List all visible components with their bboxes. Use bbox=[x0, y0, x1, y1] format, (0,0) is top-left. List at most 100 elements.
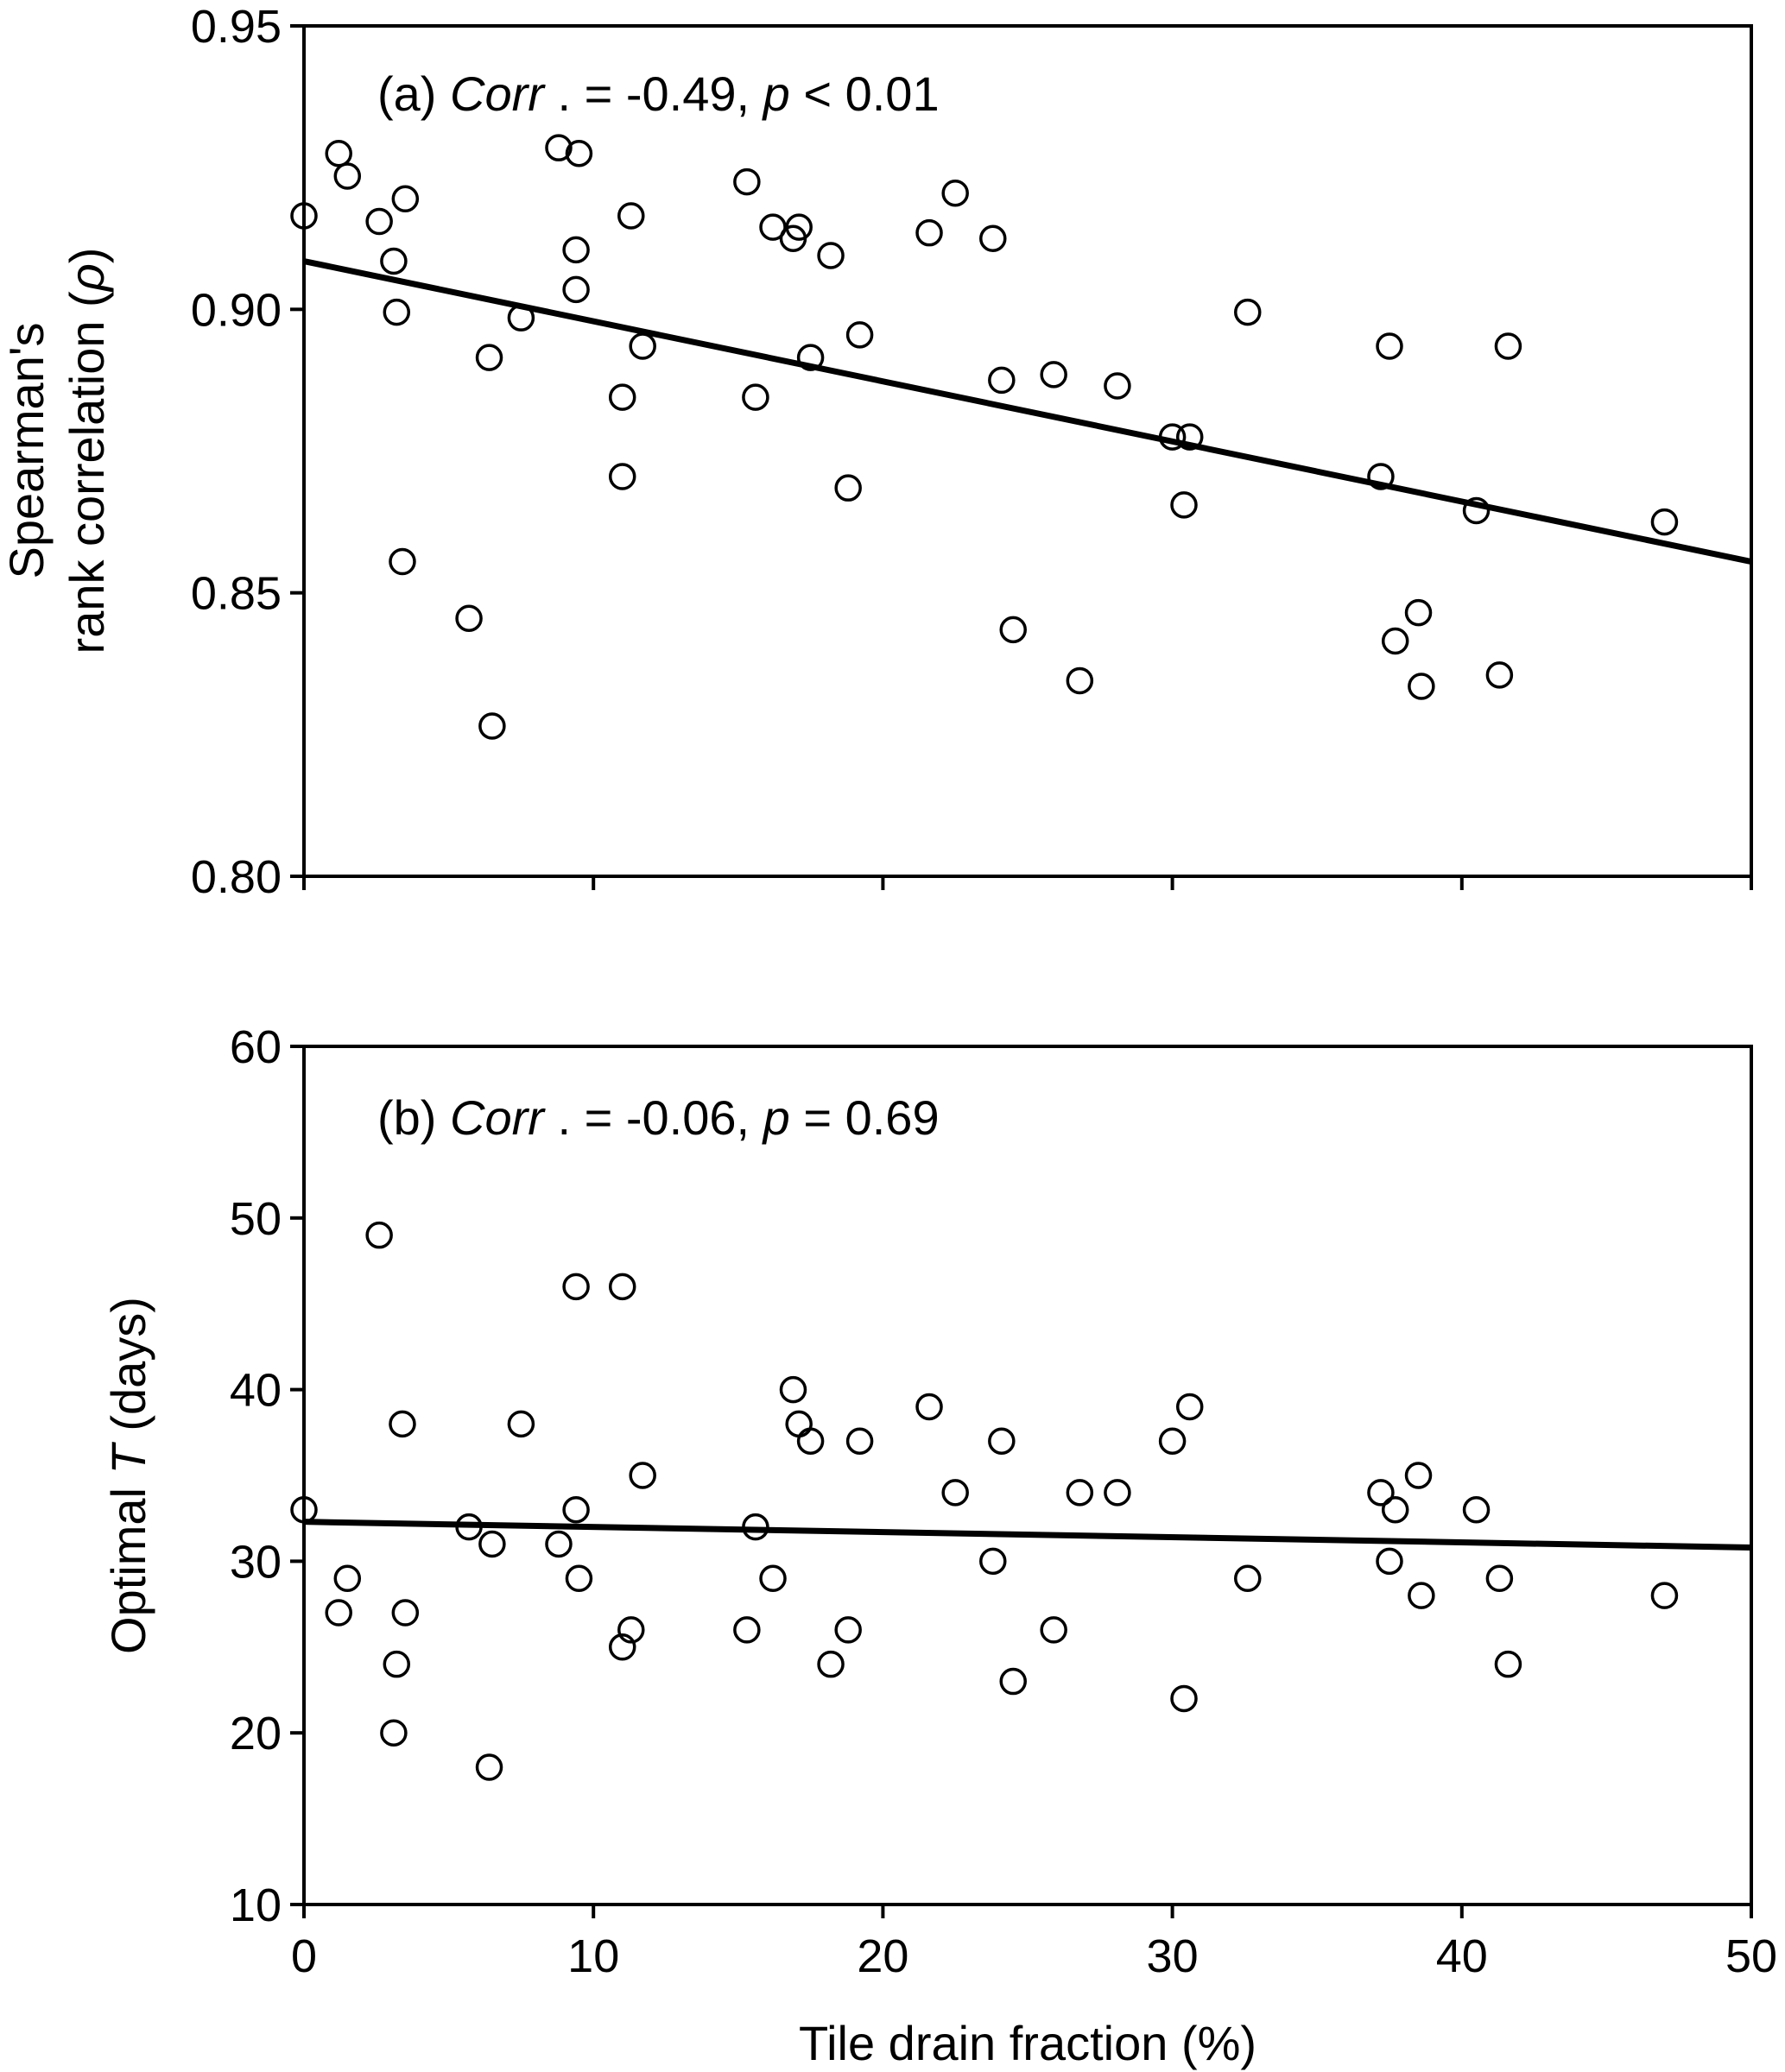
panel-a-data-point bbox=[545, 134, 573, 161]
panel-a-data-point bbox=[979, 224, 1007, 252]
panel-a-data-point bbox=[608, 463, 636, 490]
panel-b-data-point bbox=[562, 1273, 590, 1301]
panel-a-y-tick-label: 0.90 bbox=[191, 284, 282, 336]
panel-b-x-tick-label: 20 bbox=[857, 1930, 908, 1982]
panel-a-data-point bbox=[1040, 361, 1067, 388]
panel-b-y-tick-label: 40 bbox=[230, 1365, 282, 1417]
panel-b-p-value: = 0.69 bbox=[803, 1090, 939, 1145]
panel-a-data-point bbox=[1650, 508, 1679, 536]
panel-b-y-axis-title: Optimal T (days) bbox=[101, 1297, 155, 1654]
panel-b-y-tick-label: 10 bbox=[230, 1879, 282, 1931]
panel-a-data-point bbox=[1175, 423, 1204, 451]
panel-b-ylabel: Optimal T (days) bbox=[101, 1297, 155, 1654]
panel-a-data-point bbox=[383, 298, 411, 326]
panel-a-label: (a) bbox=[377, 66, 436, 121]
panel-a-data-point bbox=[562, 236, 590, 264]
panel-b-data-point bbox=[1494, 1650, 1522, 1678]
panel-b-data-point bbox=[1404, 1462, 1433, 1489]
panel-b-data-point bbox=[455, 1513, 483, 1541]
panel-b-data-point bbox=[988, 1427, 1016, 1455]
panel-a-p-value: < 0.01 bbox=[803, 66, 939, 121]
panel-b-data-point bbox=[733, 1616, 761, 1644]
panel-b-data-point bbox=[785, 1410, 813, 1438]
panel-b-data-point bbox=[1040, 1616, 1067, 1644]
panel-a-ylabel-symbol: ρ bbox=[60, 263, 114, 293]
panel-b-y-tick-label: 50 bbox=[230, 1193, 282, 1245]
panel-b-y-tick-label: 60 bbox=[230, 1021, 282, 1073]
panel-a-data-point bbox=[759, 213, 787, 241]
panel-a-y-ticks: 0.80 0.85 0.90 0.95 bbox=[191, 1, 304, 903]
panel-b-ylabel-prefix: Optimal bbox=[101, 1474, 155, 1654]
panel-a-data-point bbox=[1104, 372, 1131, 400]
panel-b-y-ticks: 10 20 30 40 50 60 bbox=[230, 1021, 304, 1931]
panel-a-plot-frame bbox=[302, 24, 1753, 878]
panel-b-data-point bbox=[915, 1393, 943, 1421]
panel-a-data-point bbox=[742, 383, 769, 411]
panel-b-data-point bbox=[383, 1650, 411, 1678]
panel-a-data-point bbox=[915, 218, 943, 247]
panel-a-data-point bbox=[1066, 666, 1094, 695]
panel-b-fit-line bbox=[303, 1519, 1752, 1551]
panel-b-data-point bbox=[1158, 1427, 1187, 1455]
panel-b-data-point bbox=[325, 1599, 352, 1627]
panel-a-data-point bbox=[796, 344, 825, 371]
panel-b-corr-value: . = -0.06, bbox=[557, 1090, 763, 1145]
panel-b-data-point bbox=[779, 1375, 807, 1404]
panel-b-data-point bbox=[1408, 1582, 1435, 1609]
panel-a-data-point bbox=[1158, 423, 1187, 451]
panel-a-data-point bbox=[333, 162, 362, 190]
panel-a-data-point bbox=[834, 474, 862, 502]
panel-b-x-tick-label: 30 bbox=[1147, 1930, 1199, 1982]
panel-b-data-point bbox=[290, 1496, 318, 1524]
panel-b-data-point bbox=[1367, 1479, 1395, 1507]
panel-a-data-point bbox=[629, 332, 656, 360]
panel-b-data-point bbox=[562, 1496, 590, 1524]
panel-b-data-point bbox=[1104, 1479, 1131, 1507]
panel-a-data-point bbox=[475, 344, 503, 371]
panel-b-y-tick-label: 20 bbox=[230, 1708, 282, 1759]
panel-b-data-point bbox=[629, 1462, 656, 1489]
panel-b-label: (b) bbox=[377, 1090, 436, 1145]
panel-b-points bbox=[290, 1221, 1679, 1781]
panel-a-data-point bbox=[1408, 673, 1435, 700]
panel-a-data-point bbox=[365, 207, 393, 236]
panel-a: 0.80 0.85 0.90 0.95 (a) Corr . = -0.49, p <… bbox=[0, 1, 1753, 903]
panel-a-data-point bbox=[1462, 496, 1491, 525]
panel-b-data-point bbox=[507, 1410, 535, 1438]
panel-a-data-point bbox=[455, 604, 483, 632]
panel-a-data-point bbox=[733, 167, 761, 196]
panel-b-data-point bbox=[1381, 1496, 1409, 1524]
panel-b-y-tick-label: 30 bbox=[230, 1536, 282, 1588]
panel-a-data-point bbox=[507, 304, 535, 332]
panel-b-data-point bbox=[608, 1273, 636, 1301]
panel-b-data-point bbox=[1485, 1564, 1514, 1593]
panel-b-data-point bbox=[565, 1564, 593, 1593]
panel-b-data-point bbox=[1170, 1684, 1198, 1713]
panel-a-data-point bbox=[817, 242, 845, 269]
panel-b-x-ticks: 0 10 20 30 40 50 bbox=[291, 1905, 1777, 1982]
panel-a-ylabel-close: ) bbox=[60, 248, 114, 264]
panel-b-plot-frame bbox=[302, 1045, 1753, 1906]
panel-b-data-point bbox=[1066, 1479, 1094, 1507]
panel-b-data-point bbox=[365, 1221, 393, 1249]
panel-a-data-point bbox=[565, 140, 593, 167]
panel-a-data-point bbox=[389, 547, 416, 576]
panel-a-ylabel-line-2: rank correlation (ρ) bbox=[60, 248, 114, 654]
panel-a-data-point bbox=[1404, 598, 1433, 627]
panel-a-y-axis-title: Spearman's rank correlation (ρ) bbox=[0, 248, 114, 654]
panel-b-x-tick-label: 50 bbox=[1725, 1930, 1777, 1982]
panel-a-ylabel-text: rank correlation ( bbox=[60, 291, 114, 654]
panel-b-data-point bbox=[389, 1410, 416, 1438]
panel-b-data-point bbox=[796, 1427, 825, 1455]
panel-a-data-point bbox=[1494, 332, 1522, 360]
panel-a-data-point bbox=[845, 321, 874, 349]
x-axis-title: Tile drain fraction (%) bbox=[799, 2016, 1256, 2070]
panel-a-points bbox=[290, 134, 1679, 740]
panel-a-p-word: p bbox=[762, 66, 790, 121]
panel-b-annotation: (b) Corr . = -0.06, p = 0.69 bbox=[377, 1090, 940, 1145]
panel-b-x-tick-label: 40 bbox=[1436, 1930, 1488, 1982]
panel-b-data-point bbox=[608, 1633, 636, 1661]
panel-b-data-point bbox=[845, 1427, 874, 1455]
